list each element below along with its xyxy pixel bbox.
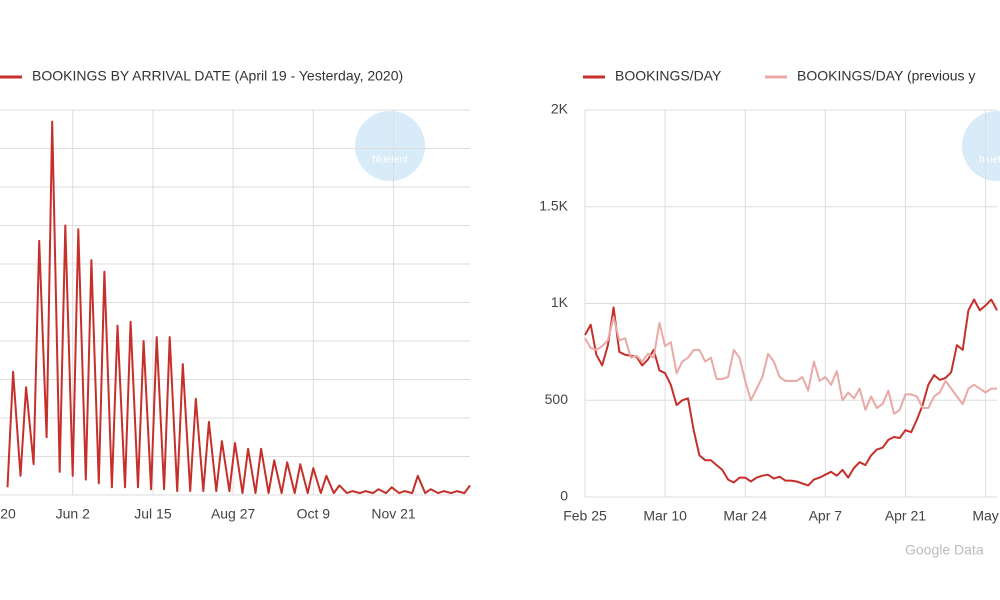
series-line xyxy=(584,316,997,415)
x-tick-label: Feb 25 xyxy=(563,508,607,524)
x-tick-label: Nov 21 xyxy=(371,506,416,522)
logo xyxy=(962,111,1000,181)
legend-label: BOOKINGS BY ARRIVAL DATE (April 19 - Yes… xyxy=(32,68,403,84)
logo xyxy=(355,111,425,181)
y-tick-label: 1.5K xyxy=(539,197,568,213)
x-tick-label: Mar 24 xyxy=(723,508,767,524)
y-tick-label: 0 xyxy=(560,488,568,504)
x-tick-label: May xyxy=(972,508,998,524)
logo-text: bluetent xyxy=(372,155,408,166)
x-tick-label: 20 xyxy=(0,506,16,522)
y-tick-label: 2K xyxy=(551,101,569,117)
series-line xyxy=(584,298,998,487)
logo-text: bluetent xyxy=(979,155,1000,166)
y-tick-label: 1K xyxy=(551,294,569,310)
watermark: Google Data xyxy=(905,542,984,558)
x-tick-label: Mar 10 xyxy=(643,508,687,524)
x-tick-label: Jul 15 xyxy=(134,506,172,522)
x-tick-label: Aug 27 xyxy=(211,506,256,522)
x-tick-label: Apr 21 xyxy=(885,508,926,524)
x-tick-label: Jun 2 xyxy=(56,506,90,522)
x-tick-label: Oct 9 xyxy=(297,506,331,522)
legend-label: BOOKINGS/DAY (previous y xyxy=(797,68,975,84)
series-line xyxy=(6,120,471,495)
legend-label: BOOKINGS/DAY xyxy=(615,68,722,84)
y-tick-label: 500 xyxy=(545,391,569,407)
x-tick-label: Apr 7 xyxy=(809,508,843,524)
